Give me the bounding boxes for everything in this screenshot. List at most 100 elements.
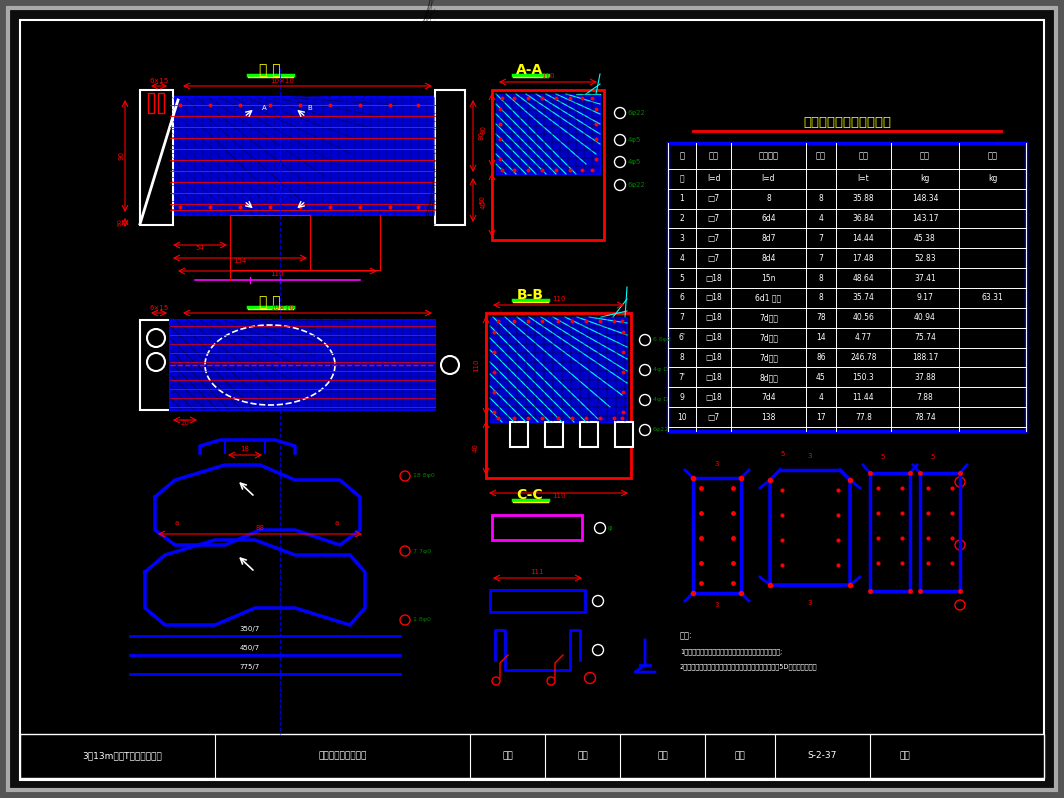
Text: □18: □18 bbox=[705, 314, 721, 322]
Bar bbox=[435, 90, 465, 225]
Text: 7d钩筋: 7d钩筋 bbox=[759, 353, 778, 362]
Text: 日期: 日期 bbox=[900, 752, 911, 760]
Bar bbox=[170, 320, 435, 410]
Text: 14.44: 14.44 bbox=[852, 234, 875, 243]
Text: 63.31: 63.31 bbox=[982, 294, 1003, 302]
Text: 4φ5: 4φ5 bbox=[628, 137, 642, 143]
Text: 3: 3 bbox=[715, 602, 719, 608]
Text: 7d钩筋: 7d钩筋 bbox=[759, 333, 778, 342]
Text: 复核: 复核 bbox=[577, 752, 588, 760]
Text: □18: □18 bbox=[705, 353, 721, 362]
Text: 18 8φ0: 18 8φ0 bbox=[413, 473, 435, 479]
Text: B: B bbox=[307, 105, 312, 111]
Text: 5: 5 bbox=[680, 274, 684, 282]
Text: 17.48: 17.48 bbox=[852, 254, 875, 263]
Bar bbox=[496, 94, 600, 174]
Text: □18: □18 bbox=[705, 373, 721, 382]
Text: □18: □18 bbox=[705, 274, 721, 282]
Text: 设计: 设计 bbox=[502, 752, 513, 760]
Text: 35.88: 35.88 bbox=[852, 194, 875, 203]
Text: □18: □18 bbox=[705, 333, 721, 342]
Text: 6d4: 6d4 bbox=[761, 214, 776, 223]
Bar bbox=[580, 422, 598, 447]
Text: 110: 110 bbox=[542, 73, 554, 79]
Text: 188.17: 188.17 bbox=[912, 353, 938, 362]
Text: 5: 5 bbox=[880, 454, 884, 460]
Text: 7d4: 7d4 bbox=[761, 393, 776, 401]
Bar bbox=[170, 320, 435, 410]
Text: 备注: 备注 bbox=[987, 152, 998, 160]
Text: 4φ5: 4φ5 bbox=[628, 159, 642, 165]
Text: 77.8: 77.8 bbox=[855, 413, 871, 421]
Text: 17: 17 bbox=[816, 413, 826, 421]
Text: 6': 6' bbox=[679, 333, 685, 342]
Text: 78: 78 bbox=[816, 314, 826, 322]
Text: 110: 110 bbox=[552, 296, 565, 302]
Text: 7: 7 bbox=[818, 234, 824, 243]
Text: 35.74: 35.74 bbox=[852, 294, 875, 302]
Text: 3: 3 bbox=[715, 461, 719, 467]
Text: 111: 111 bbox=[530, 569, 544, 575]
Text: a: a bbox=[335, 520, 339, 526]
Text: 总重: 总重 bbox=[920, 152, 930, 160]
Bar bbox=[140, 320, 173, 410]
Text: 6φ22: 6φ22 bbox=[628, 110, 646, 116]
Text: 80: 80 bbox=[479, 132, 485, 140]
Text: 6φ22: 6φ22 bbox=[653, 428, 669, 433]
Text: a: a bbox=[174, 520, 179, 526]
Text: l=d: l=d bbox=[706, 174, 720, 184]
Text: 6d1 钩筋: 6d1 钩筋 bbox=[755, 294, 782, 302]
Text: 4.77: 4.77 bbox=[855, 333, 872, 342]
Text: 138: 138 bbox=[762, 413, 776, 421]
Text: 1 8φ0: 1 8φ0 bbox=[413, 618, 431, 622]
Text: 20: 20 bbox=[181, 420, 189, 426]
Bar bbox=[20, 734, 1044, 778]
Text: 50: 50 bbox=[118, 218, 123, 226]
Text: kg: kg bbox=[920, 174, 930, 184]
Text: 40: 40 bbox=[473, 444, 479, 452]
Text: 90: 90 bbox=[118, 152, 124, 160]
Text: 10×10: 10×10 bbox=[270, 305, 294, 311]
Text: 3: 3 bbox=[808, 600, 812, 606]
Text: 5: 5 bbox=[780, 451, 784, 457]
Bar bbox=[157, 93, 164, 113]
Text: 3: 3 bbox=[680, 234, 684, 243]
Text: 110: 110 bbox=[473, 359, 479, 372]
Text: 54: 54 bbox=[196, 245, 204, 251]
Text: 15n: 15n bbox=[761, 274, 776, 282]
Bar bbox=[140, 90, 173, 225]
Text: 7 7φ0: 7 7φ0 bbox=[413, 548, 431, 554]
Text: 11.44: 11.44 bbox=[852, 393, 875, 401]
Text: 45.38: 45.38 bbox=[914, 234, 936, 243]
Text: 143.17: 143.17 bbox=[912, 214, 938, 223]
Text: A: A bbox=[262, 105, 267, 111]
Circle shape bbox=[147, 353, 165, 371]
Text: 36.84: 36.84 bbox=[852, 214, 875, 223]
Bar bbox=[545, 422, 563, 447]
Text: 8: 8 bbox=[818, 274, 824, 282]
Text: 2、箍筋弯钩长度，按各均钩弯后总有效长度计算，弯钩5D钢筋直径为准。: 2、箍筋弯钩长度，按各均钩弯后总有效长度计算，弯钩5D钢筋直径为准。 bbox=[680, 663, 817, 670]
Text: 6×15: 6×15 bbox=[149, 78, 168, 84]
Bar bbox=[615, 422, 633, 447]
Text: 154: 154 bbox=[233, 258, 247, 264]
Text: 150.3: 150.3 bbox=[852, 373, 875, 382]
Text: 9: 9 bbox=[680, 393, 684, 401]
Bar bbox=[492, 515, 582, 540]
Text: 6×15: 6×15 bbox=[149, 305, 168, 311]
Bar bbox=[668, 143, 1026, 431]
Text: 80: 80 bbox=[481, 125, 487, 135]
Text: 8: 8 bbox=[766, 194, 771, 203]
Text: 37.41: 37.41 bbox=[914, 274, 936, 282]
Bar bbox=[486, 313, 631, 478]
Text: 数量: 数量 bbox=[816, 152, 826, 160]
Text: 4: 4 bbox=[818, 214, 824, 223]
Bar bbox=[170, 97, 435, 215]
Text: 7': 7' bbox=[679, 373, 685, 382]
Text: 14: 14 bbox=[816, 333, 826, 342]
Text: 88: 88 bbox=[255, 525, 265, 531]
Text: □7: □7 bbox=[708, 214, 719, 223]
Text: 45: 45 bbox=[816, 373, 826, 382]
Text: 7: 7 bbox=[680, 314, 684, 322]
Text: 一个桥墩盖梁材料数量表: 一个桥墩盖梁材料数量表 bbox=[803, 117, 891, 129]
Text: 图号: 图号 bbox=[734, 752, 746, 760]
